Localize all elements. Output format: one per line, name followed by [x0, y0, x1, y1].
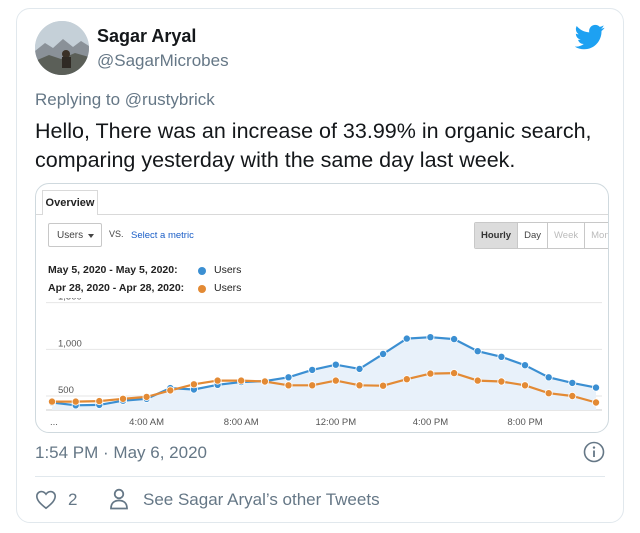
granularity-week: Week [547, 223, 585, 248]
data-point-previous [520, 381, 529, 390]
heart-icon[interactable] [35, 489, 57, 510]
data-point-previous [189, 380, 198, 389]
data-point-previous [402, 375, 411, 384]
like-count: 2 [68, 490, 78, 509]
data-point-current [402, 334, 411, 343]
data-point-previous [544, 389, 553, 398]
data-point-previous [166, 386, 175, 395]
data-point-current [426, 333, 435, 342]
other-tweets-link[interactable]: See Sagar Aryal’s other Tweets [143, 490, 380, 509]
y-tick-label: 500 [58, 385, 74, 396]
data-point-current [355, 364, 364, 373]
legend-dot-previous [198, 285, 206, 293]
data-point-current [568, 378, 577, 387]
x-tick-label: ... [50, 417, 58, 428]
info-icon[interactable] [583, 441, 605, 463]
x-tick-label: 12:00 PM [315, 417, 356, 428]
data-point-current [520, 361, 529, 370]
data-point-previous [119, 394, 128, 403]
display-name[interactable]: Sagar Aryal [97, 26, 197, 46]
avatar[interactable] [35, 21, 89, 75]
chevron-down-icon [88, 234, 94, 238]
y-tick-label: 1,000 [58, 338, 82, 349]
tab-overview: Overview [42, 190, 98, 215]
users-line-chart: 500 1,000 1,500... 4:00 AM 8:00 AM 12:00 PM 4:… [46, 298, 602, 428]
analytics-screenshot[interactable]: Overview Users VS. Select a metric Hourl… [35, 183, 609, 433]
y-tick-label: 1,500 [58, 298, 82, 303]
legend-range-current: May 5, 2020 - May 5, 2020: [48, 264, 178, 276]
data-point-previous [213, 376, 222, 385]
x-tick-label: 8:00 AM [224, 417, 259, 428]
data-point-previous [308, 381, 317, 390]
x-tick-label: 4:00 PM [413, 417, 448, 428]
data-point-current [544, 373, 553, 382]
data-point-previous [473, 376, 482, 385]
data-point-previous [379, 381, 388, 390]
legend-metric-current: Users [214, 264, 242, 276]
tweet-card[interactable]: Sagar Aryal @SagarMicrobes Replying to @… [16, 8, 624, 523]
data-point-previous [355, 381, 364, 390]
legend-range-previous: Apr 28, 2020 - Apr 28, 2020: [48, 282, 185, 294]
data-point-current [284, 373, 293, 382]
data-point-current [450, 335, 459, 344]
data-point-current [473, 347, 482, 356]
metric-select: Users [48, 223, 102, 247]
granularity-toggle: Hourly Day Week Mont [474, 222, 608, 249]
data-point-previous [592, 398, 601, 407]
legend-dot-current [198, 267, 206, 275]
vs-label: VS. [109, 229, 124, 239]
data-point-current [308, 365, 317, 374]
data-point-previous [426, 369, 435, 378]
legend-metric-previous: Users [214, 282, 242, 294]
tweet-text: Hello, There was an increase of 33.99% i… [35, 119, 592, 172]
granularity-month: Mont [584, 223, 608, 248]
replying-to: Replying to @rustybrick [35, 90, 215, 110]
metric-select-value: Users [57, 230, 84, 241]
data-point-previous [284, 381, 293, 390]
x-tick-label: 8:00 PM [507, 417, 542, 428]
granularity-hourly: Hourly [475, 223, 518, 248]
data-point-previous [331, 376, 340, 385]
data-point-previous [95, 397, 104, 406]
data-point-previous [497, 377, 506, 386]
data-point-previous [47, 397, 56, 406]
user-handle[interactable]: @SagarMicrobes [97, 51, 229, 70]
series-area-current [52, 337, 596, 410]
data-point-previous [237, 376, 246, 385]
data-point-current [331, 360, 340, 369]
data-point-previous [568, 392, 577, 401]
reply-prefix: Replying to [35, 90, 121, 109]
tweet-timestamp[interactable]: 1:54 PM · May 6, 2020 [35, 443, 207, 462]
reply-mention-link[interactable]: @rustybrick [124, 90, 215, 109]
data-point-current [497, 352, 506, 361]
data-point-current [592, 383, 601, 392]
data-point-previous [260, 377, 269, 386]
data-point-previous [71, 397, 80, 406]
granularity-day: Day [517, 223, 547, 248]
data-point-previous [450, 369, 459, 378]
action-divider [35, 476, 605, 477]
x-tick-label: 4:00 AM [129, 417, 164, 428]
person-icon[interactable] [109, 488, 129, 510]
select-metric-link: Select a metric [131, 230, 194, 241]
data-point-previous [142, 392, 151, 401]
data-point-current [379, 350, 388, 359]
twitter-bird-icon[interactable] [575, 22, 605, 52]
tab-divider [36, 214, 608, 215]
